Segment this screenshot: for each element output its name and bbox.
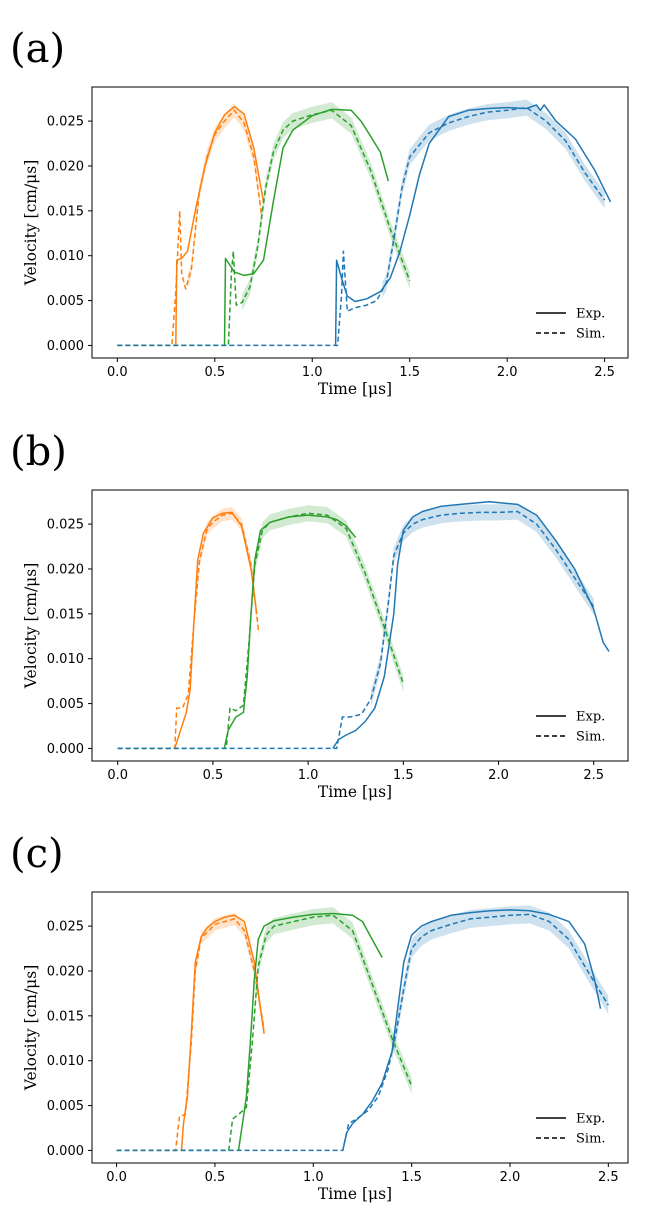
y-tick-label: 0.000 (47, 1144, 84, 1159)
axes-frame (91, 489, 629, 762)
green-exp-line (237, 912, 383, 1151)
orange-sim-line (117, 512, 260, 750)
y-axis-label: Velocity [cm/μs] (22, 563, 40, 690)
panel-label: (c) (10, 831, 64, 877)
orange-exp-line (180, 914, 265, 1151)
green-band (254, 907, 412, 1094)
orange-sim-line (116, 918, 265, 1152)
panel-label: (a) (10, 26, 65, 72)
x-tick-label: 0.0 (107, 365, 128, 380)
y-tick-label: 0.010 (47, 1054, 84, 1069)
y-tick-label: 0.015 (47, 607, 84, 622)
x-tick-label: 0.5 (205, 1170, 226, 1185)
x-tick-label: 2.0 (500, 1170, 521, 1185)
y-axis-label: Velocity [cm/μs] (22, 160, 40, 287)
y-tick-label: 0.005 (47, 1099, 84, 1114)
y-tick-label: 0.010 (47, 249, 84, 264)
legend-label: Sim. (576, 730, 606, 745)
axes-frame (91, 86, 629, 359)
legend: Exp. Sim. (536, 307, 606, 342)
x-tick-label: 2.5 (598, 1170, 619, 1185)
x-tick-label: 1.5 (401, 1170, 422, 1185)
y-tick-label: 0.015 (47, 1009, 84, 1024)
green-exp-line (223, 108, 390, 346)
y-tick-label: 0.005 (47, 294, 84, 309)
y-tick-label: 0.025 (47, 518, 84, 533)
x-tick-label: 1.5 (393, 768, 414, 783)
x-tick-label: 2.5 (583, 768, 604, 783)
axes-frame (91, 891, 629, 1164)
y-tick-label: 0.020 (47, 159, 84, 174)
blue-sim-line (117, 510, 595, 750)
x-tick-label: 1.0 (298, 768, 319, 783)
x-tick-label: 2.0 (497, 365, 518, 380)
plot-area (116, 905, 609, 1152)
x-axis-label: Time [μs] (318, 783, 392, 801)
chart-panel: (b) 0.0 0.5 1.0 1.5 2.0 2.5 0.000 0.005 0.010 0.01… (10, 429, 629, 801)
y-tick-label: 0.000 (47, 339, 84, 354)
plot-area (117, 500, 610, 750)
blue-sim-line (117, 106, 606, 347)
y-tick-label: 0.005 (47, 697, 84, 712)
legend-label: Sim. (576, 327, 606, 342)
blue-exp-line (342, 909, 602, 1151)
x-axis-label: Time [μs] (318, 380, 392, 398)
y-axis-label: Velocity [cm/μs] (22, 965, 40, 1092)
legend-label: Exp. (576, 710, 605, 725)
y-tick-label: 0.025 (47, 115, 84, 130)
blue-exp-line (334, 104, 612, 346)
green-band (251, 505, 404, 692)
x-tick-label: 0.0 (107, 768, 128, 783)
legend-label: Exp. (576, 1112, 605, 1127)
legend: Exp. Sim. (536, 1112, 606, 1147)
y-tick-label: 0.000 (47, 742, 84, 757)
y-tick-label: 0.020 (47, 562, 84, 577)
x-tick-label: 1.5 (399, 365, 420, 380)
blue-band (392, 905, 609, 1061)
legend-label: Sim. (576, 1132, 606, 1147)
green-sim-line (117, 512, 405, 750)
x-tick-label: 0.5 (204, 365, 225, 380)
orange-sim-line (117, 109, 263, 347)
x-tick-label: 0.5 (203, 768, 224, 783)
y-tick-label: 0.015 (47, 204, 84, 219)
x-tick-label: 2.0 (488, 768, 509, 783)
legend-label: Exp. (576, 307, 605, 322)
green-sim-line (116, 914, 413, 1152)
x-tick-label: 1.0 (302, 365, 323, 380)
blue-exp-line (332, 500, 610, 749)
chart-panel: (c) 0.0 0.5 1.0 1.5 2.0 2.5 0.000 0.005 0.010 0.01… (10, 831, 629, 1203)
y-tick-label: 0.025 (47, 920, 84, 935)
y-tick-label: 0.010 (47, 652, 84, 667)
y-tick-label: 0.020 (47, 964, 84, 979)
green-sim-line (117, 109, 411, 347)
blue-band (382, 99, 605, 298)
x-axis-label: Time [μs] (318, 1185, 392, 1203)
blue-sim-line (116, 913, 609, 1152)
legend: Exp. Sim. (536, 710, 606, 745)
panel-label: (b) (10, 429, 67, 475)
chart-panel: (a) 0.0 0.5 1.0 1.5 2.0 2.5 0.000 0.005 0.010 0.01… (10, 26, 629, 398)
x-tick-label: 0.0 (106, 1170, 127, 1185)
plot-area (117, 99, 612, 347)
blue-band (370, 503, 594, 708)
x-tick-label: 1.0 (303, 1170, 324, 1185)
x-tick-label: 2.5 (594, 365, 615, 380)
green-exp-line (223, 514, 357, 749)
orange-exp-line (174, 511, 258, 749)
orange-band (193, 507, 259, 639)
